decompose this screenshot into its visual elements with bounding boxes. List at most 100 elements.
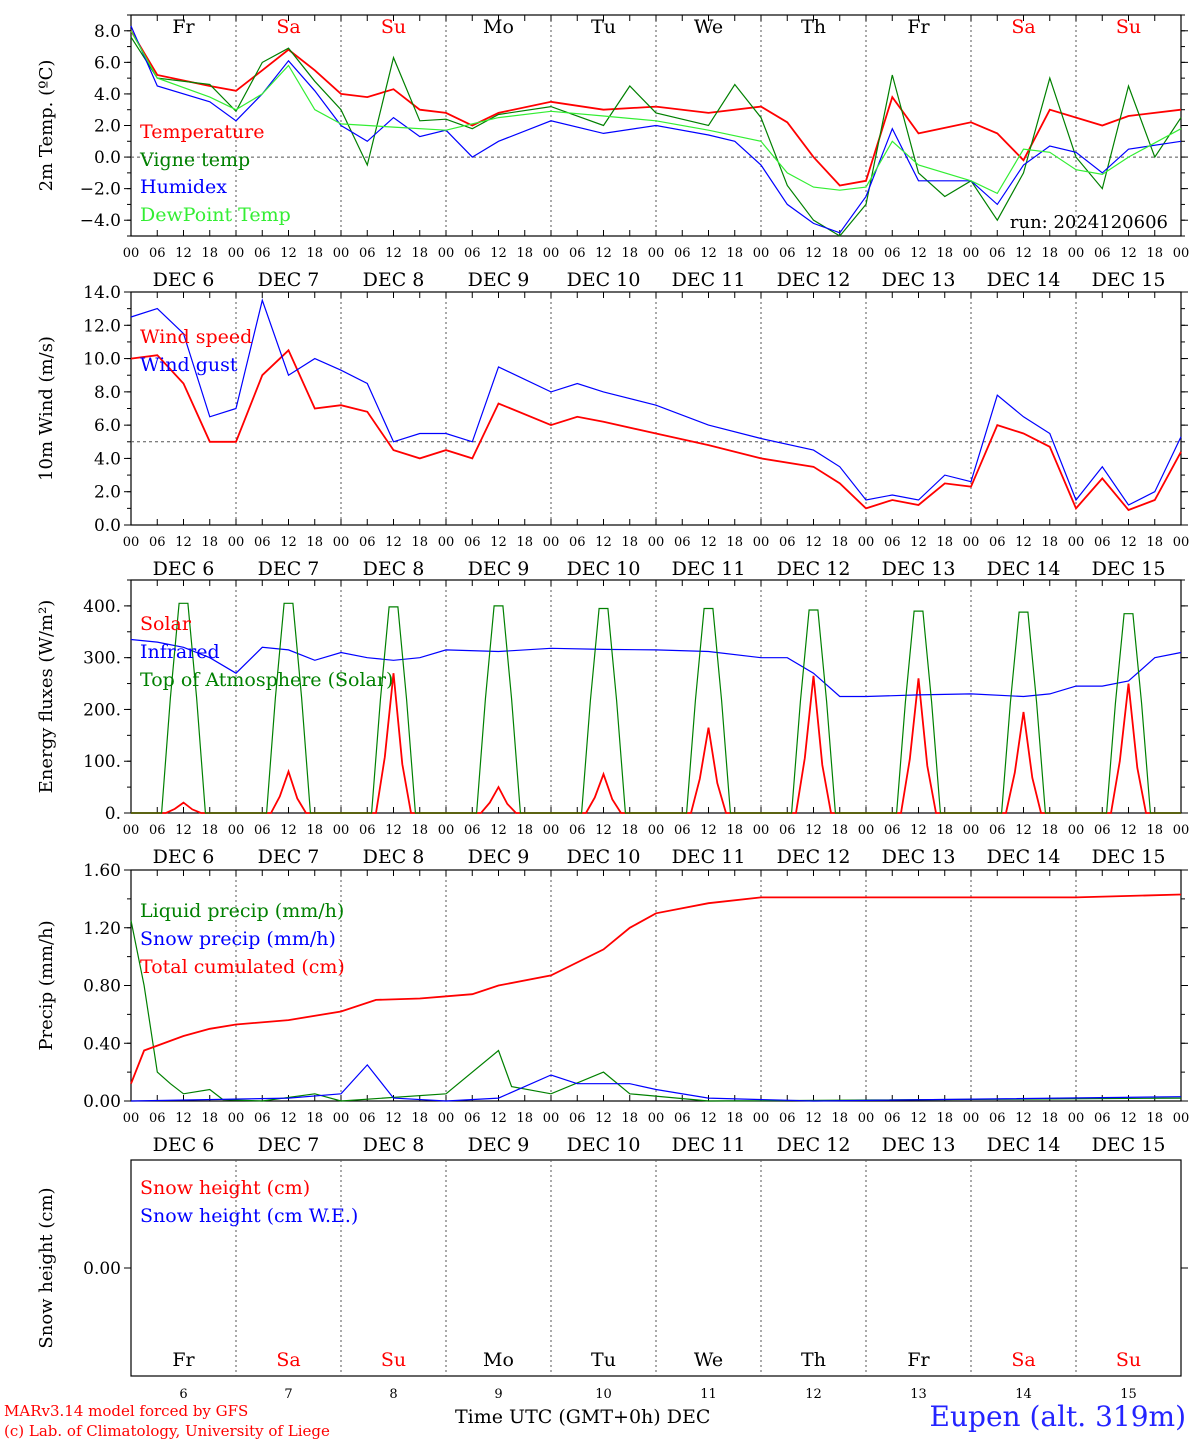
hour-tick-label: 18 (726, 1111, 743, 1126)
day-number: 13 (910, 1387, 927, 1402)
hour-tick-label: 00 (228, 823, 245, 838)
hour-tick-label: 12 (1015, 1111, 1032, 1126)
date-label: DEC 15 (1092, 1134, 1166, 1156)
hour-tick-label: 12 (700, 246, 717, 261)
precip-series-liquid-precip-mm-h- (130, 920, 1182, 1102)
date-label: DEC 6 (153, 846, 215, 868)
legend-entry: Humidex (140, 176, 227, 198)
wind-y-tick-label: 8.0 (94, 383, 121, 403)
hour-tick-label: 18 (516, 246, 533, 261)
station-name: Eupen (alt. 319m) (929, 1400, 1186, 1433)
date-label: DEC 14 (987, 558, 1061, 580)
hour-tick-label: 06 (359, 823, 376, 838)
hour-tick-label: 12 (910, 246, 927, 261)
hour-tick-label: 06 (254, 535, 271, 550)
hour-tick-label: 18 (1146, 535, 1163, 550)
hour-tick-label: 00 (963, 823, 980, 838)
hour-tick-label: 06 (569, 535, 586, 550)
panel-snow (124, 1159, 1188, 1377)
hour-tick-label: 12 (805, 246, 822, 261)
day-name-bottom: Su (1116, 1349, 1141, 1371)
hour-tick-label: 12 (490, 246, 507, 261)
hour-tick-label: 18 (516, 823, 533, 838)
wind-y-axis-label: 10m Wind (m/s) (36, 336, 57, 481)
hour-tick-label: 18 (936, 246, 953, 261)
hour-tick-label: 18 (936, 823, 953, 838)
hour-tick-label: 00 (963, 535, 980, 550)
wind-y-tick-label: 4.0 (94, 449, 121, 469)
hour-tick-label: 00 (123, 823, 140, 838)
hour-tick-label: 06 (989, 1111, 1006, 1126)
hour-tick-label: 00 (858, 246, 875, 261)
hour-tick-label: 12 (805, 535, 822, 550)
date-label: DEC 8 (363, 846, 425, 868)
hour-tick-label: 18 (1146, 246, 1163, 261)
hour-tick-label: 12 (490, 1111, 507, 1126)
lab-credit-text: (c) Lab. of Climatology, University of L… (4, 1422, 330, 1440)
temperature-y-tick-label: 6.0 (94, 53, 121, 73)
hour-tick-label: 06 (674, 823, 691, 838)
day-name-bottom: We (694, 1349, 723, 1371)
hour-tick-label: 18 (306, 823, 323, 838)
hour-tick-label: 00 (648, 535, 665, 550)
date-label: DEC 11 (672, 269, 746, 291)
day-name-top: Tu (591, 16, 616, 38)
hour-tick-label: 12 (910, 1111, 927, 1126)
date-label: DEC 9 (468, 558, 530, 580)
energy-y-tick-label: 300. (83, 649, 121, 669)
hour-tick-label: 00 (1068, 246, 1085, 261)
hour-tick-label: 12 (280, 246, 297, 261)
hour-tick-label: 18 (831, 1111, 848, 1126)
legend-entry: Temperature (140, 121, 264, 143)
date-label: DEC 6 (153, 269, 215, 291)
hour-tick-label: 00 (648, 246, 665, 261)
hour-tick-label: 00 (1173, 823, 1190, 838)
hour-tick-label: 06 (254, 246, 271, 261)
hour-tick-label: 06 (989, 246, 1006, 261)
hour-tick-label: 06 (779, 1111, 796, 1126)
precip-y-axis-label: Precip (mm/h) (36, 920, 57, 1050)
hour-tick-label: 18 (621, 823, 638, 838)
temperature-y-tick-label: −2.0 (80, 180, 121, 200)
hour-tick-label: 12 (595, 535, 612, 550)
wind-y-tick-label: 14.0 (83, 283, 121, 303)
hour-tick-label: 00 (648, 1111, 665, 1126)
hour-tick-label: 12 (700, 535, 717, 550)
hour-tick-label: 00 (1068, 1111, 1085, 1126)
energy-y-tick-label: 400. (83, 597, 121, 617)
wind-series-wind-speed (130, 348, 1182, 512)
wind-y-tick-label: 10.0 (83, 350, 121, 370)
hour-tick-label: 18 (306, 246, 323, 261)
hour-tick-label: 06 (569, 246, 586, 261)
hour-tick-label: 18 (201, 823, 218, 838)
temperature-y-tick-label: 8.0 (94, 22, 121, 42)
hour-tick-label: 18 (411, 246, 428, 261)
hour-tick-label: 06 (359, 1111, 376, 1126)
day-number: 11 (700, 1387, 717, 1402)
panel-wind (124, 291, 1188, 526)
hour-tick-label: 18 (1041, 535, 1058, 550)
day-name-bottom: Fr (907, 1349, 930, 1371)
day-name-bottom: Sa (1011, 1349, 1035, 1371)
panel-temperature (124, 14, 1188, 237)
date-label: DEC 9 (468, 1134, 530, 1156)
hour-tick-label: 18 (831, 535, 848, 550)
panel-energy (124, 579, 1188, 814)
hour-tick-label: 18 (831, 246, 848, 261)
precip-y-tick-label: 0.80 (83, 977, 121, 997)
hour-tick-label: 12 (910, 535, 927, 550)
hour-tick-label: 06 (1094, 246, 1111, 261)
hour-tick-label: 18 (936, 535, 953, 550)
energy-y-tick-label: 200. (83, 700, 121, 720)
precip-series-total-cumulated-cm- (130, 893, 1182, 1085)
hour-tick-label: 18 (936, 1111, 953, 1126)
model-credit-text: MARv3.14 model forced by GFS (4, 1402, 249, 1420)
date-label: DEC 8 (363, 558, 425, 580)
hour-tick-label: 12 (280, 823, 297, 838)
hour-tick-label: 12 (385, 1111, 402, 1126)
hour-tick-label: 00 (333, 1111, 350, 1126)
hour-tick-label: 00 (1068, 535, 1085, 550)
hour-tick-label: 00 (333, 246, 350, 261)
hour-tick-label: 18 (726, 535, 743, 550)
hour-tick-label: 18 (411, 823, 428, 838)
